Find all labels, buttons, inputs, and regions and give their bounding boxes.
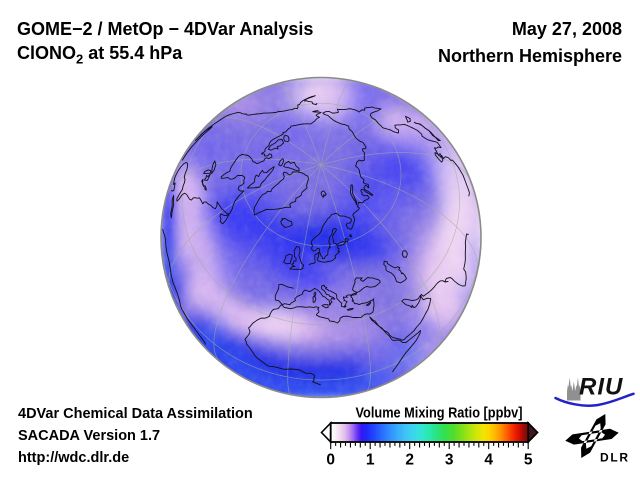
svg-text:0: 0 [326, 452, 335, 469]
svg-text:4: 4 [484, 452, 493, 469]
svg-text:5: 5 [524, 452, 533, 469]
svg-text:DLR: DLR [600, 451, 630, 465]
svg-text:2: 2 [405, 452, 414, 469]
svg-text:3: 3 [445, 452, 454, 469]
svg-text:1: 1 [366, 452, 375, 469]
svg-text:RIU: RIU [579, 374, 623, 401]
svg-text:Volume Mixing Ratio [ppbv]: Volume Mixing Ratio [ppbv] [356, 406, 523, 422]
